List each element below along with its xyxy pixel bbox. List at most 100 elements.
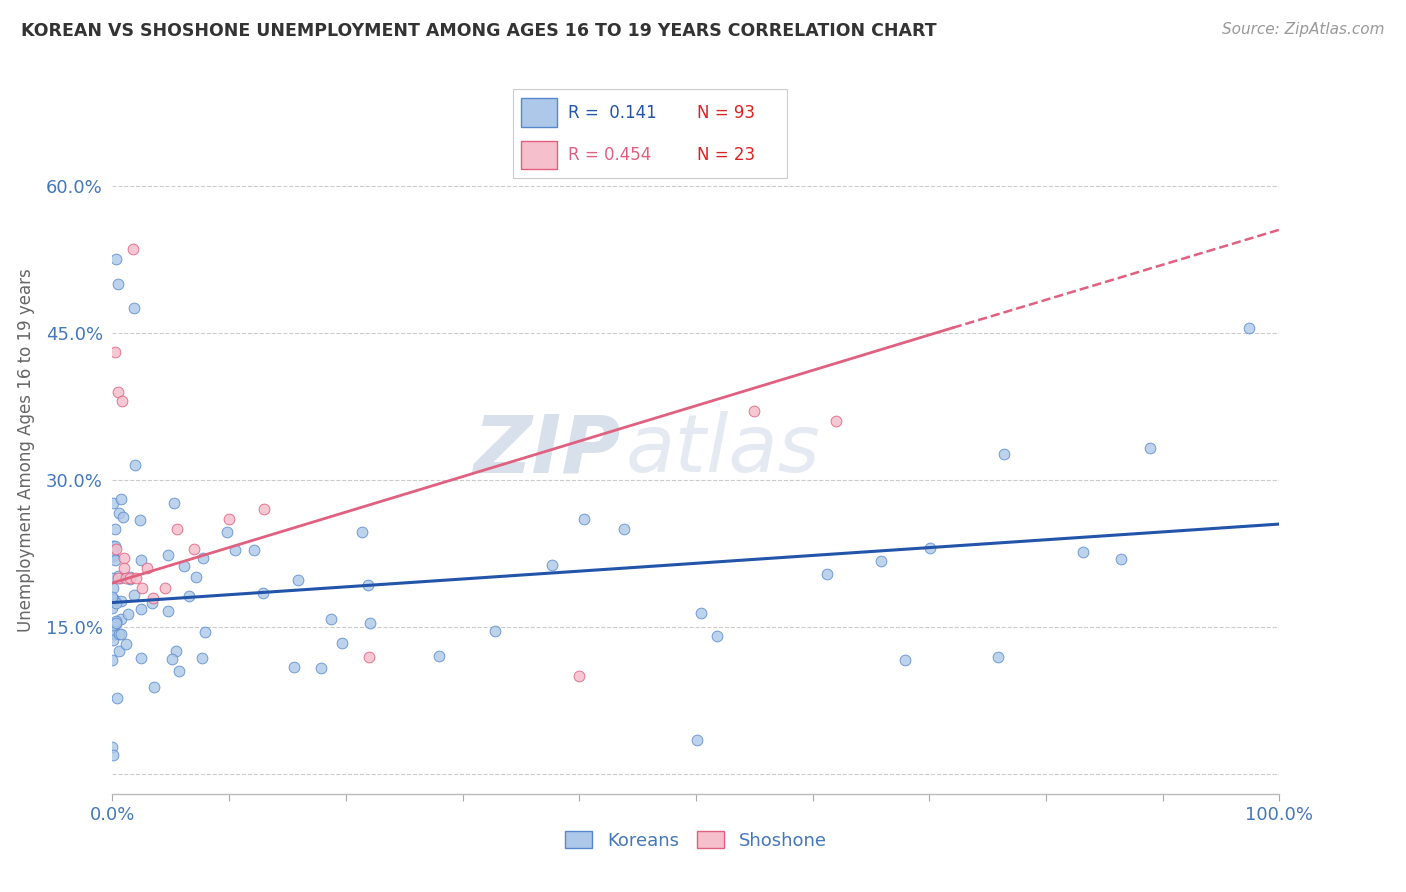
Point — [129, 513, 152, 527]
Point — [111, 394, 134, 409]
Point — [920, 541, 942, 556]
Point — [825, 414, 848, 428]
Point — [253, 502, 276, 516]
Point — [157, 604, 180, 618]
Point — [101, 582, 124, 596]
Point — [142, 681, 165, 695]
Point — [107, 644, 129, 658]
Point — [104, 596, 127, 610]
Point — [1237, 321, 1260, 335]
FancyBboxPatch shape — [522, 141, 557, 169]
Point — [686, 733, 709, 747]
Text: KOREAN VS SHOSHONE UNEMPLOYMENT AMONG AGES 16 TO 19 YEARS CORRELATION CHART: KOREAN VS SHOSHONE UNEMPLOYMENT AMONG AG… — [21, 22, 936, 40]
Point — [104, 345, 127, 359]
Point — [153, 581, 176, 595]
Point — [894, 653, 917, 667]
Point — [104, 593, 127, 607]
Point — [101, 571, 124, 585]
Point — [104, 522, 127, 536]
Point — [101, 740, 124, 755]
Point — [118, 572, 141, 586]
Point — [110, 594, 132, 608]
Point — [427, 648, 450, 663]
Point — [115, 571, 138, 585]
Point — [1073, 545, 1095, 559]
FancyBboxPatch shape — [522, 98, 557, 127]
Point — [613, 522, 636, 536]
Point — [107, 568, 129, 582]
Point — [110, 492, 132, 507]
Point — [252, 586, 274, 600]
Point — [177, 589, 200, 603]
Point — [103, 627, 125, 641]
Point — [122, 588, 145, 602]
Point — [350, 525, 373, 540]
Point — [112, 509, 135, 524]
Point — [163, 496, 186, 510]
Text: R = 0.454: R = 0.454 — [568, 146, 651, 164]
Point — [104, 614, 127, 628]
Y-axis label: Unemployment Among Ages 16 to 19 years: Unemployment Among Ages 16 to 19 years — [17, 268, 35, 632]
Point — [103, 747, 125, 762]
Point — [987, 650, 1010, 665]
Point — [101, 591, 124, 605]
Point — [1109, 552, 1132, 566]
Point — [101, 539, 124, 553]
Point — [131, 553, 153, 567]
Point — [319, 611, 342, 625]
Point — [117, 607, 139, 621]
Point — [484, 624, 506, 638]
Point — [101, 592, 124, 607]
Point — [540, 558, 562, 572]
Point — [103, 495, 125, 509]
Point — [104, 541, 127, 556]
Point — [156, 549, 179, 563]
Point — [689, 606, 711, 620]
Point — [568, 669, 591, 683]
Point — [103, 549, 125, 563]
Point — [110, 627, 132, 641]
Point — [108, 571, 131, 585]
Text: ZIP: ZIP — [472, 411, 620, 490]
Point — [101, 625, 124, 640]
Point — [870, 554, 893, 568]
Point — [1139, 442, 1161, 456]
Point — [101, 653, 124, 667]
Point — [167, 664, 190, 678]
Point — [118, 571, 141, 585]
Point — [173, 559, 195, 574]
Point — [215, 525, 238, 540]
Text: atlas: atlas — [626, 411, 821, 490]
Point — [118, 569, 141, 583]
Point — [129, 651, 152, 665]
Point — [122, 301, 145, 316]
Point — [124, 458, 146, 472]
Point — [243, 543, 266, 558]
Point — [125, 571, 148, 585]
Point — [104, 615, 127, 630]
Point — [160, 651, 183, 665]
Point — [103, 632, 125, 647]
Text: N = 23: N = 23 — [697, 146, 755, 164]
Point — [706, 629, 728, 643]
Point — [165, 644, 187, 658]
Text: Source: ZipAtlas.com: Source: ZipAtlas.com — [1222, 22, 1385, 37]
Point — [105, 252, 128, 266]
Point — [101, 544, 124, 558]
Point — [330, 636, 353, 650]
Point — [287, 573, 309, 587]
Point — [142, 591, 165, 605]
Point — [572, 512, 595, 526]
Point — [166, 522, 188, 536]
Text: R =  0.141: R = 0.141 — [568, 104, 657, 122]
Point — [815, 567, 838, 582]
Point — [112, 551, 135, 566]
Point — [744, 404, 766, 418]
Point — [190, 650, 212, 665]
Point — [101, 601, 124, 615]
Point — [194, 625, 217, 640]
Point — [122, 242, 145, 257]
Point — [104, 553, 127, 567]
Point — [359, 649, 381, 664]
Point — [283, 659, 305, 673]
